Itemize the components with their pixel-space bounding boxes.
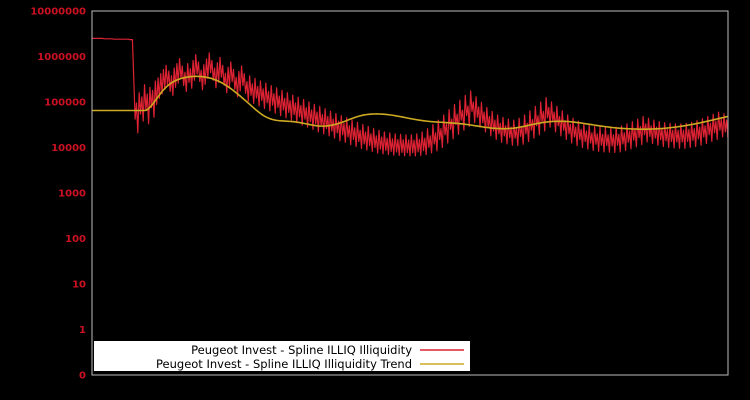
legend-label: Peugeot Invest - Spline ILLIQ Illiquidit…: [156, 357, 412, 371]
y-axis-tick-label: 0: [79, 371, 86, 382]
y-axis-tick-label: 100: [65, 234, 86, 245]
illiquidity-trend-line: [92, 75, 728, 130]
chart-legend: Peugeot Invest - Spline ILLIQ Illiquidit…: [94, 341, 470, 371]
y-axis-tick-label: 10: [72, 280, 86, 291]
legend-box: [94, 341, 470, 371]
series-lines: [92, 37, 728, 157]
y-axis-tick-label: 1000: [58, 189, 86, 200]
legend-label: Peugeot Invest - Spline ILLIQ Illiquidit…: [191, 343, 412, 357]
y-axis-tick-label: 100000: [44, 98, 86, 109]
plot-frame: [91, 10, 729, 376]
y-axis-tick-label: 10000: [51, 143, 86, 154]
y-axis-tick-label: 1000000: [37, 52, 86, 63]
illiquidity-line: [92, 37, 728, 157]
y-axis-tick-label: 1: [79, 325, 86, 336]
plot-area-background: [92, 11, 728, 375]
y-axis-tick-label: 10000000: [30, 7, 86, 18]
